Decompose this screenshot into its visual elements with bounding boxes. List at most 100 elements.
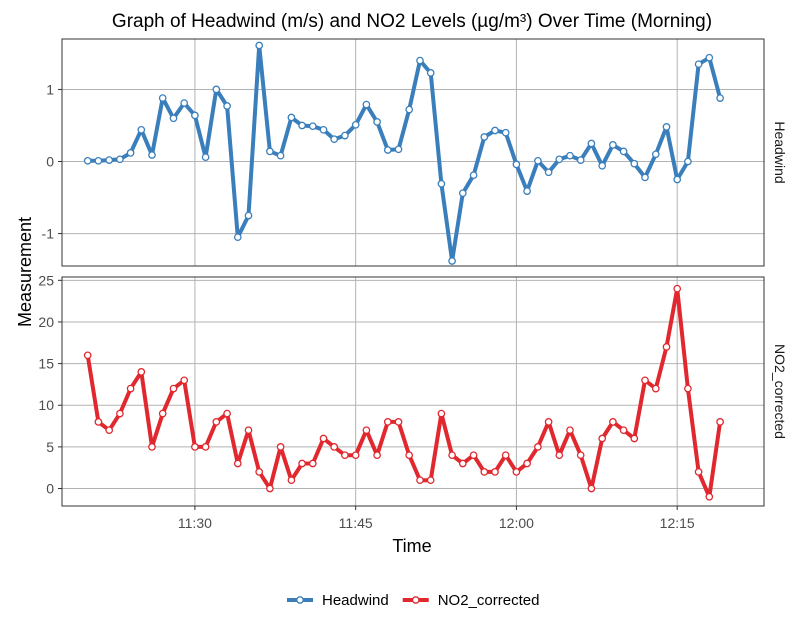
data-point bbox=[609, 141, 617, 149]
data-point bbox=[598, 434, 607, 443]
data-point bbox=[341, 131, 349, 140]
y-tick-label: 1 bbox=[46, 81, 54, 97]
data-point bbox=[716, 94, 724, 102]
facet-strip-label: Headwind bbox=[772, 121, 788, 183]
data-point bbox=[555, 155, 564, 164]
data-point bbox=[480, 468, 489, 476]
data-point bbox=[212, 418, 221, 426]
data-point bbox=[223, 102, 231, 110]
data-point bbox=[598, 161, 607, 170]
data-point bbox=[501, 451, 510, 460]
data-point bbox=[276, 151, 285, 160]
data-point bbox=[191, 111, 199, 120]
panel-no2-corrected: 0 5 10 15 20 25 NO2_corrected bbox=[38, 272, 788, 507]
data-point bbox=[341, 451, 349, 460]
data-point bbox=[651, 150, 660, 159]
x-axis-title: Time bbox=[392, 536, 431, 556]
data-point bbox=[705, 53, 714, 62]
data-point bbox=[576, 451, 585, 460]
data-point bbox=[298, 459, 306, 468]
x-tick-label: 12:00 bbox=[499, 515, 534, 531]
chart-title: Graph of Headwind (m/s) and NO2 Levels (… bbox=[112, 11, 712, 32]
data-point bbox=[362, 426, 371, 435]
data-point bbox=[266, 147, 274, 156]
data-point bbox=[158, 409, 167, 418]
data-point bbox=[684, 384, 692, 393]
data-point bbox=[651, 384, 660, 393]
data-point bbox=[169, 384, 178, 393]
data-point bbox=[673, 175, 682, 184]
y-tick-label: 0 bbox=[46, 481, 54, 497]
data-point bbox=[223, 409, 231, 418]
data-point bbox=[105, 426, 114, 435]
data-point bbox=[469, 451, 478, 460]
x-tick-label: 11:45 bbox=[339, 515, 373, 531]
data-point bbox=[448, 451, 456, 460]
data-point bbox=[233, 233, 242, 242]
data-point bbox=[469, 171, 478, 180]
legend-item-headwind: Headwind bbox=[287, 592, 389, 609]
data-point bbox=[426, 476, 435, 485]
y-tick-label: -1 bbox=[42, 226, 55, 242]
legend-item-no2-corrected: NO2_corrected bbox=[402, 592, 539, 609]
data-point bbox=[319, 125, 328, 134]
data-point bbox=[544, 168, 553, 177]
legend: Headwind NO2_corrected bbox=[287, 592, 539, 609]
data-point bbox=[330, 135, 339, 144]
legend-key-point bbox=[296, 596, 304, 604]
x-axis: 11:30 11:45 12:00 12:15 bbox=[178, 506, 695, 531]
data-point bbox=[491, 468, 499, 476]
y-axis-title: Measurement bbox=[15, 217, 35, 327]
data-point bbox=[576, 156, 585, 164]
data-point bbox=[383, 146, 392, 154]
data-point bbox=[555, 451, 564, 460]
data-point bbox=[330, 443, 339, 451]
data-point bbox=[501, 128, 510, 137]
data-point bbox=[105, 156, 114, 164]
data-point bbox=[523, 459, 531, 468]
y-tick-label: 0 bbox=[46, 154, 54, 170]
facet-strip-label: NO2_corrected bbox=[772, 344, 788, 439]
data-point bbox=[394, 145, 403, 154]
data-point bbox=[448, 257, 456, 265]
data-point bbox=[180, 376, 189, 385]
legend-label: Headwind bbox=[322, 592, 389, 609]
data-point bbox=[383, 418, 392, 426]
data-point bbox=[201, 153, 210, 162]
data-point bbox=[512, 160, 521, 169]
data-point bbox=[544, 418, 553, 426]
data-point bbox=[587, 139, 596, 148]
data-point bbox=[534, 156, 542, 165]
data-point bbox=[458, 189, 467, 198]
y-tick-label: 20 bbox=[38, 314, 54, 330]
x-tick-label: 11:30 bbox=[178, 515, 212, 531]
data-point bbox=[373, 451, 381, 460]
data-point bbox=[523, 187, 531, 195]
data-point bbox=[416, 56, 424, 65]
data-point bbox=[276, 443, 285, 451]
data-point bbox=[255, 468, 264, 476]
x-tick-label: 12:15 bbox=[660, 515, 695, 531]
data-point bbox=[126, 149, 135, 157]
data-point bbox=[83, 156, 92, 165]
data-point bbox=[641, 173, 649, 182]
y-tick-label: 5 bbox=[46, 439, 54, 455]
data-point bbox=[662, 123, 671, 131]
data-point bbox=[319, 434, 328, 443]
data-point bbox=[705, 492, 714, 501]
data-point bbox=[148, 151, 156, 159]
data-point bbox=[641, 376, 649, 385]
data-point bbox=[394, 418, 403, 426]
data-point bbox=[351, 451, 360, 460]
panel-border bbox=[61, 38, 765, 267]
data-point bbox=[619, 426, 628, 435]
data-point bbox=[684, 157, 692, 166]
data-point bbox=[694, 60, 703, 69]
data-point bbox=[169, 114, 178, 123]
chart-panels: -1 0 1 Headwind 0 5 10 15 20 25 NO2_corrected bbox=[38, 38, 788, 507]
data-point bbox=[351, 120, 360, 129]
panel-border bbox=[61, 276, 765, 507]
data-point bbox=[94, 418, 103, 426]
data-point bbox=[426, 69, 435, 77]
